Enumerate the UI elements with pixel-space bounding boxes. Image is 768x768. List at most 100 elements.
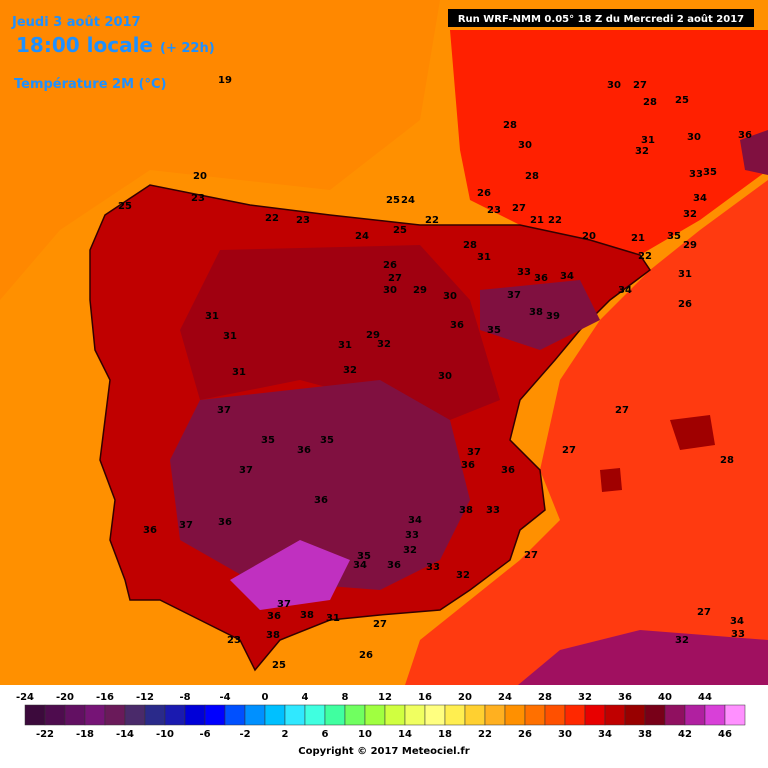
temperature-label: 36 [218,517,232,528]
temperature-label: 19 [218,75,232,86]
temperature-label: 35 [261,435,275,446]
scale-swatch [424,704,446,726]
temperature-label: 36 [738,130,752,141]
temperature-label: 32 [456,570,470,581]
scale-swatch [24,704,46,726]
temperature-label: 28 [503,120,517,131]
copyright: Copyright © 2017 Meteociel.fr [298,746,469,757]
temperature-label: 36 [143,525,157,536]
scale-label-upper: 28 [538,692,552,703]
scale-label-upper: -12 [136,692,154,703]
temperature-label: 34 [560,271,574,282]
temperature-label: 26 [359,650,373,661]
temperature-label: 38 [300,610,314,621]
temperature-label: 36 [461,460,475,471]
temperature-label: 31 [205,311,219,322]
scale-swatch [664,704,686,726]
scale-swatch [204,704,226,726]
scale-label-upper: 4 [302,692,309,703]
scale-label-lower: -10 [156,729,174,740]
temperature-label: 31 [338,340,352,351]
scale-swatch [184,704,206,726]
scale-label-lower: 18 [438,729,452,740]
temperature-label: 30 [438,371,452,382]
scale-label-lower: 2 [282,729,289,740]
scale-swatch [524,704,546,726]
bay-of-biscay [0,0,440,300]
scale-swatch [264,704,286,726]
scale-label-lower: -2 [239,729,250,740]
temperature-label: 32 [635,146,649,157]
temperature-label: 35 [667,231,681,242]
temperature-label: 26 [678,299,692,310]
temperature-label: 35 [357,551,371,562]
temperature-label: 27 [388,273,402,284]
temperature-label: 22 [425,215,439,226]
scale-label-lower: 14 [398,729,412,740]
temperature-label: 25 [675,95,689,106]
temperature-label: 29 [413,285,427,296]
temperature-label: 31 [678,269,692,280]
temperature-label: 26 [477,188,491,199]
scale-label-lower: 10 [358,729,372,740]
temperature-label: 38 [266,630,280,641]
temperature-label: 36 [297,445,311,456]
scale-label-upper: 16 [418,692,432,703]
temperature-label: 26 [383,260,397,271]
scale-label-lower: -22 [36,729,54,740]
temperature-label: 38 [529,307,543,318]
temperature-label: 32 [683,209,697,220]
scale-swatch [84,704,106,726]
scale-swatch [284,704,306,726]
temperature-label: 28 [525,171,539,182]
temperature-label: 27 [524,550,538,561]
temperature-label: 20 [582,231,596,242]
scale-swatch [464,704,486,726]
scale-label-lower: 38 [638,729,652,740]
scale-swatch [64,704,86,726]
scale-label-lower: 46 [718,729,732,740]
temperature-label: 27 [615,405,629,416]
scale-swatch [44,704,66,726]
temperature-label: 28 [463,240,477,251]
africa [500,630,768,700]
guadalquivir [230,540,350,610]
scale-swatch [624,704,646,726]
scale-label-lower: 26 [518,729,532,740]
scale-swatch [644,704,666,726]
color-scale: -24 -20 -16 -12 -8 -4 0 4 8 12 16 20 24 28 32 36 40 44-22… [16,692,746,740]
temperature-label: 35 [320,435,334,446]
temperature-label: 34 [730,616,744,627]
scale-swatch [404,704,426,726]
temperature-label: 31 [641,135,655,146]
temperature-label: 24 [355,231,369,242]
temperature-label: 37 [277,599,291,610]
temperature-label: 37 [217,405,231,416]
temperature-label: 27 [373,619,387,630]
scale-swatch [484,704,506,726]
scale-swatch [164,704,186,726]
temperature-label: 30 [687,132,701,143]
temperature-label: 32 [343,365,357,376]
scale-label-upper: 36 [618,692,632,703]
scale-label-upper: 24 [498,692,512,703]
temperature-label: 30 [443,291,457,302]
temperature-label: 23 [191,193,205,204]
temperature-label: 23 [487,205,501,216]
temperature-label: 37 [239,465,253,476]
temperature-label: 21 [631,233,645,244]
temperature-label: 33 [405,530,419,541]
temperature-label: 34 [408,515,422,526]
scale-label-upper: -16 [96,692,114,703]
scale-label-lower: -14 [116,729,134,740]
temperature-label: 36 [387,560,401,571]
scale-label-upper: 0 [262,692,269,703]
temperature-label: 25 [386,195,400,206]
scale-swatch [544,704,566,726]
temperature-label: 39 [546,311,560,322]
scale-label-upper: -4 [219,692,230,703]
temperature-label: 36 [314,495,328,506]
temperature-label: 30 [383,285,397,296]
scale-label-upper: 44 [698,692,712,703]
